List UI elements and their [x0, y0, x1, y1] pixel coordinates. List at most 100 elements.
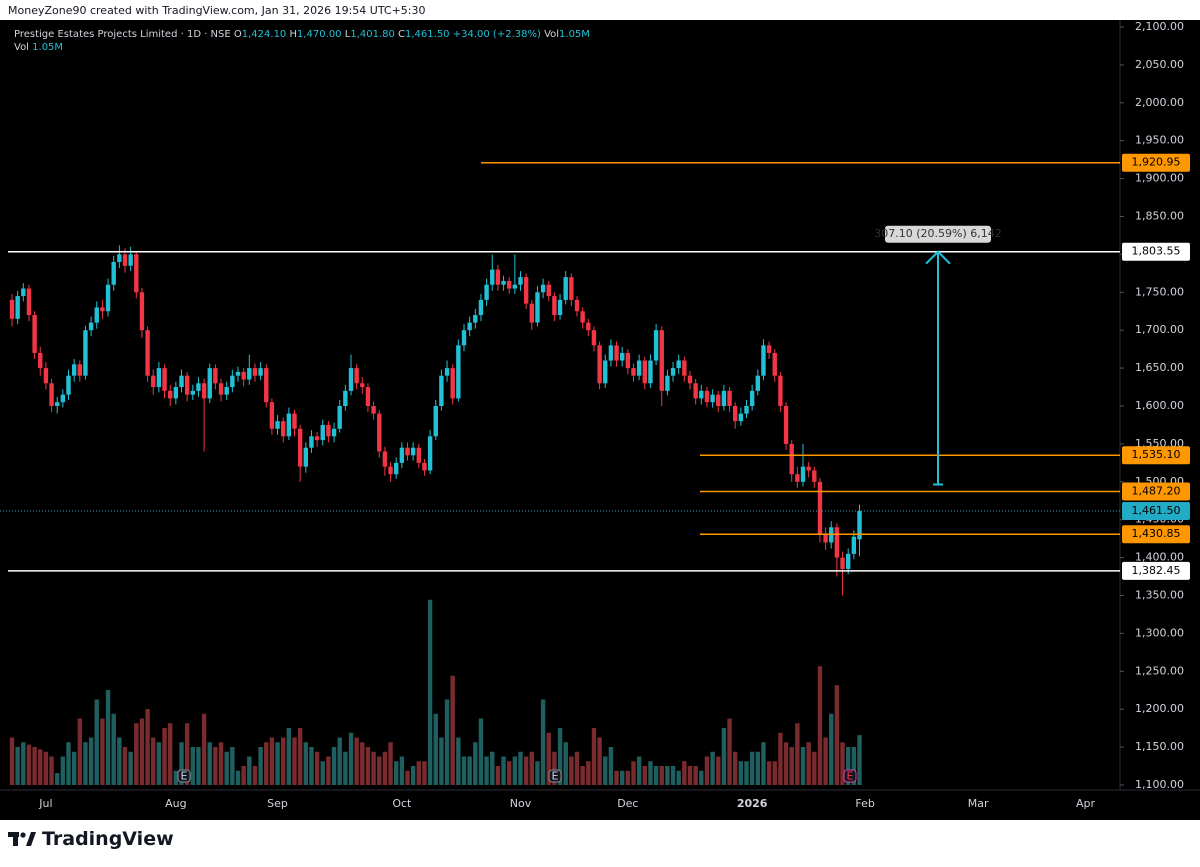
volume-bar	[682, 761, 687, 785]
volume-bar	[484, 756, 489, 785]
candle-body	[111, 261, 116, 285]
candle-body	[427, 436, 433, 471]
candle-body	[851, 536, 857, 554]
volume-bar	[32, 747, 37, 785]
candle-body	[670, 368, 676, 376]
candle-body	[162, 368, 167, 391]
candle-body	[512, 284, 518, 289]
candle-body	[77, 364, 82, 376]
candle-body	[218, 383, 224, 395]
candle-body	[444, 368, 450, 376]
volume-bar	[371, 751, 376, 785]
candle-body	[382, 451, 388, 467]
volume-bar	[241, 766, 246, 785]
volume-bar	[94, 699, 99, 785]
volume-bar	[275, 742, 280, 785]
candle-body	[83, 330, 88, 376]
candle-body	[26, 288, 32, 316]
candle-body	[653, 330, 659, 361]
candle-body	[857, 510, 862, 540]
candle-body	[32, 315, 37, 353]
candle-body	[648, 360, 653, 384]
volume-bar	[648, 761, 653, 785]
candle-body	[733, 406, 738, 422]
candle-body	[727, 390, 732, 406]
y-tick-label: 1,850.00	[1135, 210, 1184, 223]
footer: TradingView	[8, 828, 174, 850]
volume-bar	[507, 761, 512, 785]
candle-body	[755, 375, 760, 391]
candle-body	[100, 307, 105, 312]
volume-bar	[653, 766, 659, 785]
candle-body	[377, 413, 382, 452]
ohlc-label: C	[398, 29, 406, 40]
volume-bar	[439, 737, 444, 785]
candle-body	[817, 481, 823, 535]
candle-body	[134, 254, 139, 293]
volume-bar	[540, 699, 546, 785]
candle-body	[71, 364, 77, 376]
last-price-box	[1122, 501, 1190, 520]
volume-bar	[495, 766, 501, 785]
candle-body	[297, 428, 303, 467]
candle-body	[241, 371, 246, 380]
candle-body	[388, 466, 393, 475]
volume-bar	[597, 737, 602, 785]
volume-bar	[326, 756, 331, 785]
volume-bar	[490, 751, 495, 785]
x-tick-label: Aug	[165, 797, 186, 810]
volume-bar	[43, 751, 49, 785]
candle-body	[207, 368, 212, 399]
candle-body	[642, 360, 647, 384]
volume-bar	[478, 718, 484, 785]
volume-bar	[365, 747, 371, 785]
candle-body	[518, 277, 523, 285]
candle-body	[331, 428, 337, 437]
candle-body	[128, 254, 133, 266]
candle-body	[557, 299, 563, 316]
level-label: 1,803.55	[1132, 245, 1181, 258]
candle-body	[320, 424, 325, 441]
candle-body	[699, 390, 704, 399]
volume-bar	[235, 770, 241, 785]
candle-body	[264, 368, 269, 403]
candle-body	[21, 288, 26, 297]
legend: Prestige Estates Projects Limited · 1D ·…	[14, 28, 590, 54]
candle-body	[586, 322, 591, 331]
volume-bar	[727, 718, 732, 785]
volume-bar	[145, 709, 150, 785]
candle-body	[433, 406, 438, 437]
volume-bar	[83, 742, 88, 785]
candle-body	[461, 330, 467, 346]
volume-bar	[173, 770, 179, 785]
candle-body	[117, 254, 122, 262]
y-tick-label: 1,200.00	[1135, 702, 1184, 715]
candle-body	[840, 557, 845, 569]
candle-body	[365, 387, 371, 406]
y-tick-label: 1,250.00	[1135, 664, 1184, 677]
volume-bar	[422, 761, 427, 785]
candle-body	[490, 269, 495, 285]
level-label-box	[1122, 482, 1190, 501]
volume-bar	[620, 770, 625, 785]
candle-body	[269, 402, 275, 429]
volume-bar	[716, 756, 721, 785]
volume-bar	[800, 747, 806, 785]
volume-bar	[196, 747, 201, 785]
volume-bar	[467, 756, 472, 785]
volume-bar	[230, 747, 235, 785]
x-tick-label: Oct	[392, 797, 412, 810]
volume-bar	[201, 713, 207, 785]
volume-bar	[659, 766, 664, 785]
candle-body	[540, 284, 546, 293]
candle-body	[704, 390, 710, 403]
candle-body	[569, 277, 574, 300]
volume-bar	[71, 751, 77, 785]
candle-body	[196, 383, 201, 391]
volume-bar	[806, 742, 811, 785]
candle-body	[399, 447, 405, 463]
candle-body	[625, 352, 631, 369]
candle-body	[823, 534, 828, 543]
x-tick-label: Apr	[1076, 797, 1096, 810]
volume-bar	[360, 742, 365, 785]
